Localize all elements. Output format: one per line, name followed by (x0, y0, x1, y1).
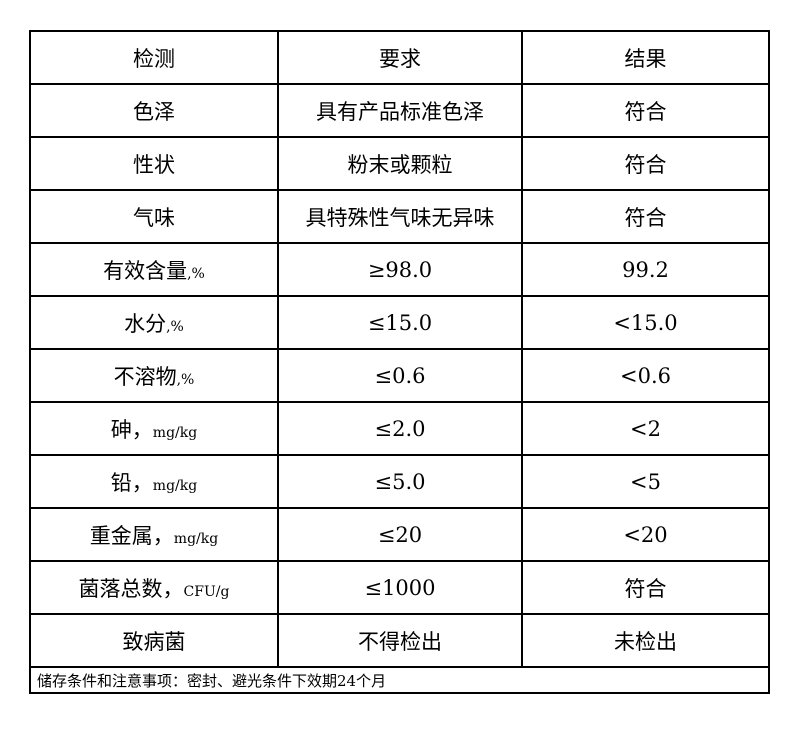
item-name: 性状 (133, 152, 175, 177)
table-row: 有效含量,% ≥98.0 99.2 (29, 242, 770, 297)
requirement-cell: 具特殊性气味无异味 (277, 189, 523, 244)
item-name: 不溶物 (113, 364, 177, 389)
item-unit: ,% (187, 265, 205, 282)
item-name: 重金属， (89, 523, 174, 548)
table-row: 铅，mg/kg ≤5.0 <5 (29, 454, 770, 509)
requirement-cell: 具有产品标准色泽 (277, 83, 523, 138)
header-result: 结果 (521, 30, 770, 85)
result-cell: 未检出 (521, 613, 770, 668)
table-row: 致病菌 不得检出 未检出 (29, 613, 770, 668)
header-requirement: 要求 (277, 30, 523, 85)
requirement-cell: ≥98.0 (277, 242, 523, 297)
item-name: 有效含量 (103, 258, 188, 283)
item-name: 砷， (110, 417, 153, 442)
requirement-cell: 粉末或颗粒 (277, 136, 523, 191)
table-row: 不溶物,% ≤0.6 <0.6 (29, 348, 770, 403)
result-cell: <20 (521, 507, 770, 562)
item-unit: CFU/g (183, 583, 230, 600)
item-name: 致病菌 (122, 629, 186, 654)
inspection-table: 检测 要求 结果 色泽 具有产品标准色泽 符合 性状 粉末或颗粒 符合 气味 具特殊性气味无异… (29, 30, 770, 694)
item-unit: mg/kg (152, 424, 198, 441)
requirement-cell: ≤5.0 (277, 454, 523, 509)
item-name: 菌落总数， (78, 576, 184, 601)
test-item: 砷，mg/kg (29, 401, 279, 456)
table-row: 水分,% ≤15.0 <15.0 (29, 295, 770, 350)
table-row: 色泽 具有产品标准色泽 符合 (29, 83, 770, 138)
table-row: 性状 粉末或颗粒 符合 (29, 136, 770, 191)
result-cell: <2 (521, 401, 770, 456)
result-cell: 符合 (521, 136, 770, 191)
result-cell: <5 (521, 454, 770, 509)
test-item: 致病菌 (29, 613, 279, 668)
result-cell: 符合 (521, 83, 770, 138)
footer-row: 储存条件和注意事项：密封、避光条件下效期24个月 (29, 666, 770, 694)
item-name: 色泽 (133, 99, 175, 124)
requirement-cell: 不得检出 (277, 613, 523, 668)
table-row: 菌落总数，CFU/g ≤1000 符合 (29, 560, 770, 615)
item-unit: ,% (166, 318, 184, 335)
test-item: 气味 (29, 189, 279, 244)
result-cell: 99.2 (521, 242, 770, 297)
test-item: 铅，mg/kg (29, 454, 279, 509)
test-item: 水分,% (29, 295, 279, 350)
test-item: 性状 (29, 136, 279, 191)
requirement-cell: ≤1000 (277, 560, 523, 615)
result-cell: <0.6 (521, 348, 770, 403)
requirement-cell: ≤15.0 (277, 295, 523, 350)
test-item: 菌落总数，CFU/g (29, 560, 279, 615)
test-item: 重金属，mg/kg (29, 507, 279, 562)
table-header-row: 检测 要求 结果 (29, 30, 770, 85)
table-row: 气味 具特殊性气味无异味 符合 (29, 189, 770, 244)
item-unit: mg/kg (173, 530, 219, 547)
item-unit: ,% (176, 371, 195, 388)
requirement-cell: ≤2.0 (277, 401, 523, 456)
table-row: 重金属，mg/kg ≤20 <20 (29, 507, 770, 562)
requirement-cell: ≤0.6 (277, 348, 523, 403)
result-cell: 符合 (521, 560, 770, 615)
table-row: 砷，mg/kg ≤2.0 <2 (29, 401, 770, 456)
test-item: 有效含量,% (29, 242, 279, 297)
item-name: 水分 (124, 311, 167, 336)
header-test: 检测 (29, 30, 279, 85)
test-item: 色泽 (29, 83, 279, 138)
result-cell: <15.0 (521, 295, 770, 350)
item-name: 铅， (110, 470, 153, 495)
item-unit: mg/kg (152, 477, 198, 494)
result-cell: 符合 (521, 189, 770, 244)
storage-note: 储存条件和注意事项：密封、避光条件下效期24个月 (29, 666, 770, 694)
test-item: 不溶物,% (29, 348, 279, 403)
item-name: 气味 (133, 205, 175, 230)
requirement-cell: ≤20 (277, 507, 523, 562)
